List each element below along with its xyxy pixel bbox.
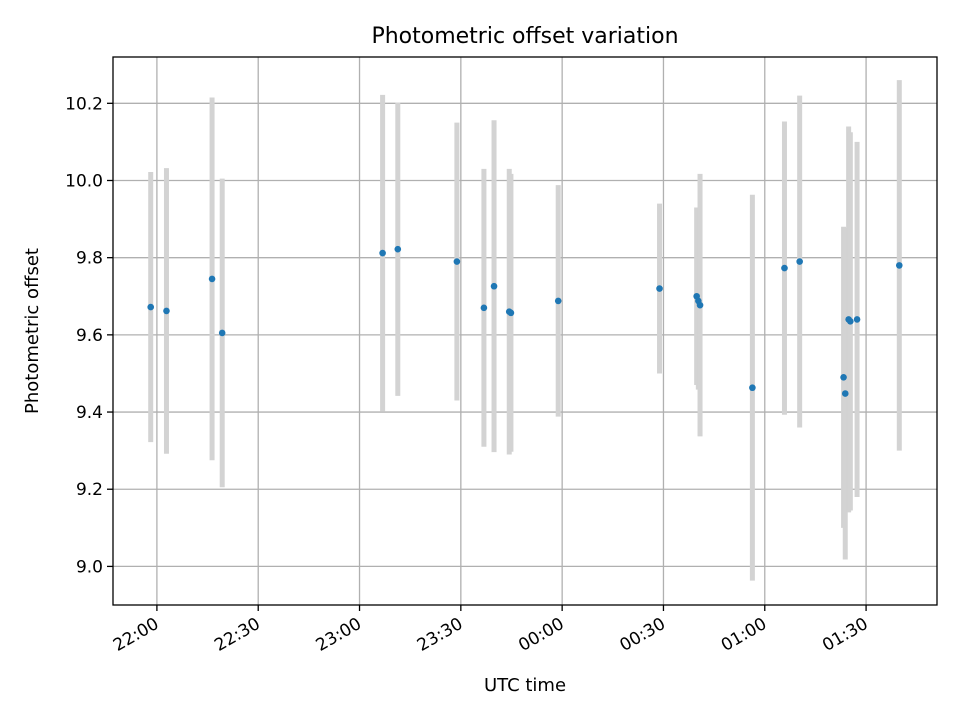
y-tick-label: 10.0: [65, 171, 103, 191]
data-point: [147, 303, 155, 311]
data-point: [480, 304, 488, 312]
data-point: [895, 262, 903, 269]
data-point: [841, 390, 849, 397]
data-point: [554, 297, 562, 305]
y-tick-label: 10.2: [65, 94, 103, 114]
data-point: [453, 258, 461, 265]
chart-title: Photometric offset variation: [371, 24, 678, 49]
data-points: [147, 245, 903, 397]
y-tick-label: 9.0: [76, 557, 103, 577]
data-point: [840, 374, 847, 381]
data-point: [749, 384, 756, 392]
data-point: [163, 307, 170, 315]
data-point: [781, 264, 788, 272]
data-point: [847, 318, 854, 325]
data-point: [656, 285, 663, 292]
data-point: [490, 282, 498, 290]
y-tick-label: 9.6: [76, 326, 103, 346]
data-point: [696, 301, 704, 309]
y-axis-ticks: 9.0 9.2 9.4 9.6 9.8 10.0 10.2: [65, 94, 113, 577]
y-tick-label: 9.2: [76, 480, 103, 500]
data-point: [796, 258, 803, 265]
data-point: [394, 245, 402, 253]
data-point: [218, 329, 226, 337]
plot-frame: [112, 56, 938, 606]
y-tick-label: 9.8: [76, 249, 103, 269]
data-point: [507, 309, 515, 317]
data-point: [853, 316, 861, 323]
y-tick-label: 9.4: [76, 403, 103, 423]
y-axis-label: Photometric offset: [22, 248, 43, 414]
data-point: [208, 275, 216, 283]
x-axis-label: UTC time: [484, 675, 566, 696]
data-point: [379, 249, 386, 257]
